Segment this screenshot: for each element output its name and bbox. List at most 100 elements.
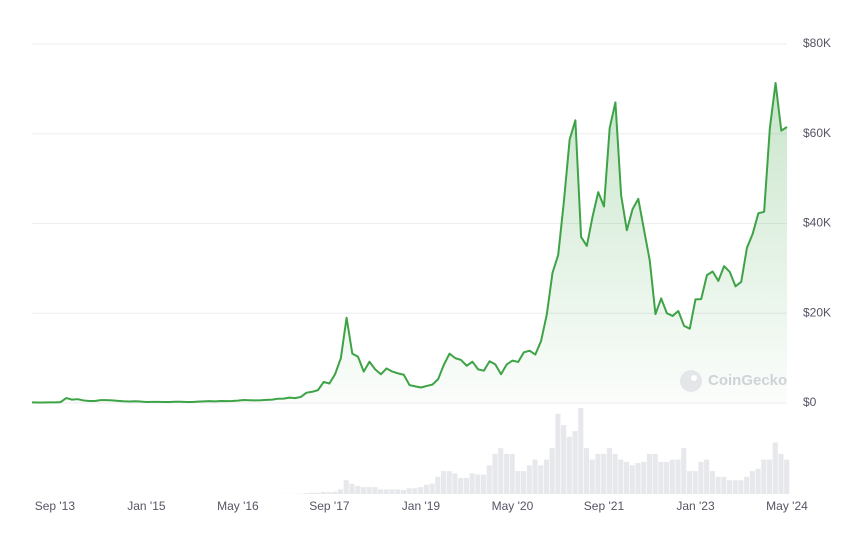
volume-bar (572, 430, 578, 494)
y-tick-label: $20K (803, 305, 831, 319)
y-tick-label: $40K (803, 216, 831, 230)
watermark: CoinGecko (708, 372, 787, 389)
volume-bar (578, 408, 584, 494)
volume-bar (784, 459, 790, 494)
x-tick-label: Sep '21 (584, 499, 625, 513)
volume-bar (389, 489, 395, 494)
volume-bar (744, 476, 750, 494)
volume-bar (618, 459, 624, 494)
volume-bar (492, 453, 498, 494)
volume-bar (349, 483, 355, 494)
volume-bar (561, 425, 567, 494)
volume-bar (360, 487, 367, 494)
volume-bar (612, 453, 618, 494)
volume-bar (709, 471, 715, 494)
volume-bar (326, 491, 332, 494)
volume-bar (681, 448, 687, 494)
volume-bar (635, 463, 641, 494)
volume-bar (463, 477, 469, 494)
volume-bar (658, 461, 664, 494)
x-tick-label: Jan '15 (127, 499, 166, 513)
volume-bar (372, 487, 378, 494)
volume-bar (378, 489, 384, 494)
volume-bar (446, 471, 452, 494)
volume-bar (395, 489, 401, 494)
volume-bar (486, 465, 492, 494)
y-tick-label: $80K (803, 36, 831, 50)
volume-bar (332, 491, 338, 494)
volume-bar (583, 448, 590, 494)
volume-bar (480, 474, 487, 494)
volume-bar (383, 489, 389, 494)
y-tick-label: $60K (803, 126, 831, 140)
volume-bar (400, 489, 407, 494)
volume-bar (761, 459, 767, 494)
volume-bar (675, 459, 681, 494)
volume-bar (469, 473, 475, 494)
volume-bar (623, 461, 630, 494)
volume-bar (320, 491, 326, 494)
volume-bar (538, 465, 544, 494)
volume-bar (475, 474, 481, 494)
volume-bar (732, 480, 738, 494)
watermark-logo (680, 370, 702, 392)
volume-bar (641, 461, 647, 494)
volume-bar (555, 413, 561, 494)
volume-bar (738, 480, 744, 494)
x-tick-label: Jan '23 (676, 499, 715, 513)
volume-bar (440, 471, 447, 494)
volume-bar (343, 480, 349, 494)
volume-bar (595, 453, 601, 494)
x-tick-label: Sep '17 (309, 499, 350, 513)
x-tick-label: Sep '13 (35, 499, 76, 513)
volume-bar (778, 453, 784, 494)
volume-bar (755, 468, 761, 494)
volume-bar (412, 488, 418, 494)
volume-bar (629, 465, 635, 494)
x-tick-label: May '16 (217, 499, 259, 513)
volume-bar (704, 459, 710, 494)
volume-bar (515, 471, 521, 494)
volume-bar (669, 459, 675, 494)
volume-bar (429, 483, 435, 494)
volume-bar (338, 489, 344, 494)
volume-bar (435, 476, 441, 494)
volume-bar (566, 436, 572, 494)
volume-bar (509, 453, 515, 494)
volume-bar (726, 480, 733, 494)
volume-bar (766, 459, 773, 494)
volume-bar (606, 448, 612, 494)
y-tick-label: $0 (803, 395, 817, 409)
volume-bar (692, 471, 698, 494)
volume-bar (721, 476, 727, 494)
volume-bar (715, 476, 721, 494)
volume-bar (418, 487, 424, 494)
volume-bar (498, 448, 504, 494)
volume-bar (652, 453, 658, 494)
volume-bar (303, 493, 309, 494)
price-area (32, 83, 787, 403)
volume-bar (503, 453, 509, 494)
volume-bar (521, 471, 527, 494)
x-tick-label: May '20 (492, 499, 534, 513)
volume-bar (406, 488, 412, 494)
volume-bar (772, 442, 778, 494)
volume-bar (646, 453, 652, 494)
volume-bar (452, 473, 458, 494)
volume-bar (543, 459, 550, 494)
volume-bar (589, 459, 595, 494)
volume-bar (355, 485, 361, 494)
price-line (31, 82, 788, 404)
x-tick-label: Jan '19 (402, 499, 441, 513)
volume-bar (664, 461, 670, 494)
volume-bar (686, 471, 693, 494)
volume-bar (458, 477, 464, 494)
volume-bar (698, 461, 704, 494)
volume-bar (366, 487, 372, 494)
volume-bar (549, 448, 555, 494)
volume-bar (423, 484, 429, 494)
x-tick-label: May '24 (766, 499, 808, 513)
volume-bar (601, 453, 607, 494)
volume-bar (309, 492, 315, 494)
